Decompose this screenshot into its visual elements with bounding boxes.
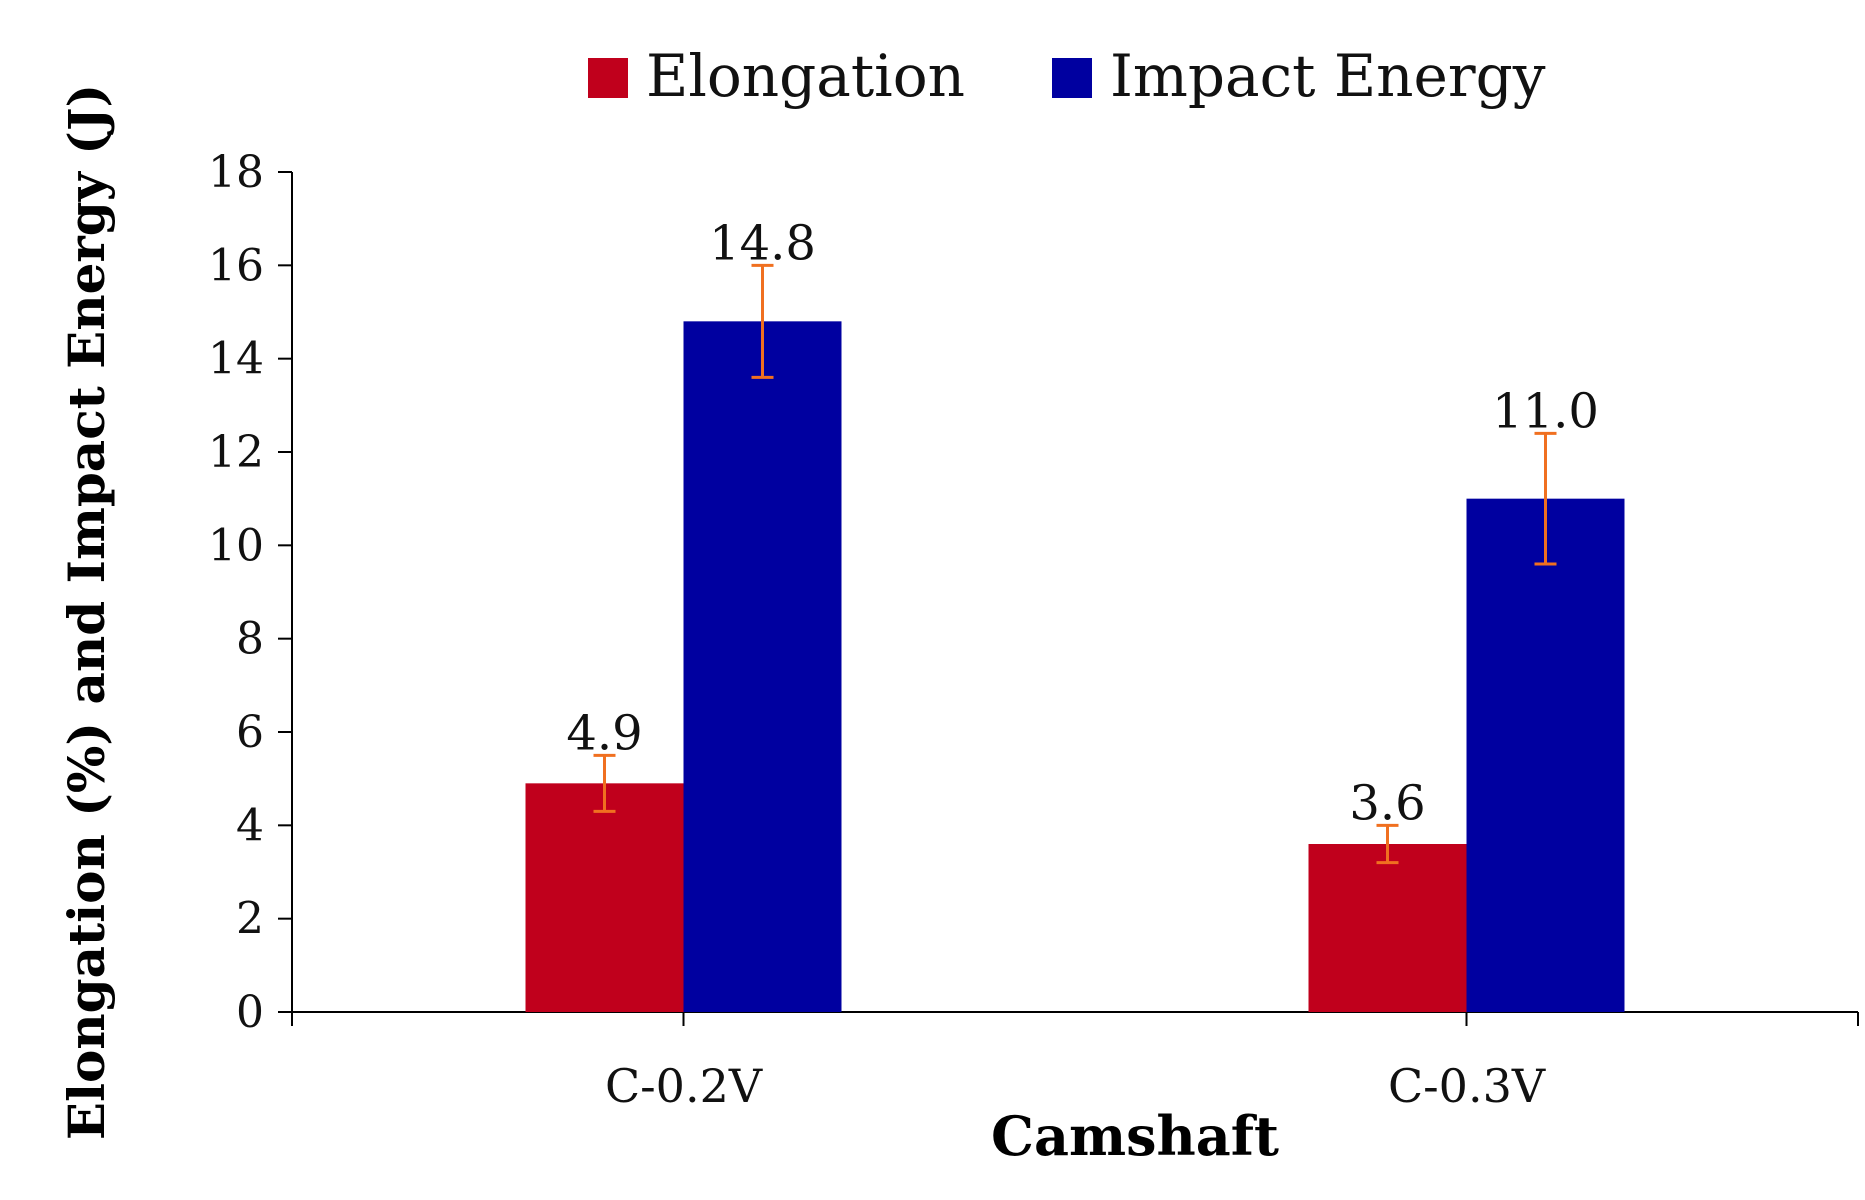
bar-impact-energy xyxy=(1466,498,1625,1013)
x-tick-label: C-0.3V xyxy=(1388,1059,1546,1113)
x-axis: C-0.2V C-0.3V xyxy=(291,1011,1859,1113)
y-tick-label: 0 xyxy=(236,987,264,1038)
data-label: 11.0 xyxy=(1492,383,1599,439)
bars: 4.9 3.6 14.8 11.0 xyxy=(525,215,1625,1013)
data-label: 4.9 xyxy=(566,705,642,761)
y-tick-label: 12 xyxy=(208,427,264,478)
data-label: 14.8 xyxy=(709,215,816,271)
y-axis-label: Elongation (%) and Impact Energy (J) xyxy=(57,84,116,1140)
y-tick-label: 4 xyxy=(236,800,264,851)
y-tick-label: 6 xyxy=(236,707,264,758)
bar-elongation xyxy=(1308,844,1467,1012)
data-label: 3.6 xyxy=(1349,775,1425,831)
legend-swatch xyxy=(1052,58,1092,98)
y-tick-label: 18 xyxy=(208,147,264,198)
y-axis: 0 2 4 6 8 10 12 14 16 18 xyxy=(208,147,293,1038)
y-tick-label: 14 xyxy=(208,334,264,385)
y-tick-label: 2 xyxy=(236,894,264,945)
y-tick-label: 10 xyxy=(208,520,264,571)
legend: Elongation Impact Energy xyxy=(588,42,1546,110)
x-axis-label: Camshaft xyxy=(991,1104,1279,1168)
legend-label: Impact Energy xyxy=(1110,42,1546,110)
legend-swatch xyxy=(588,58,628,98)
bar-elongation xyxy=(525,783,684,1012)
x-tick-label: C-0.2V xyxy=(605,1059,763,1113)
y-tick-label: 8 xyxy=(236,614,264,665)
legend-label: Elongation xyxy=(646,42,965,110)
y-tick-label: 16 xyxy=(208,240,264,291)
bar-impact-energy xyxy=(683,321,842,1012)
